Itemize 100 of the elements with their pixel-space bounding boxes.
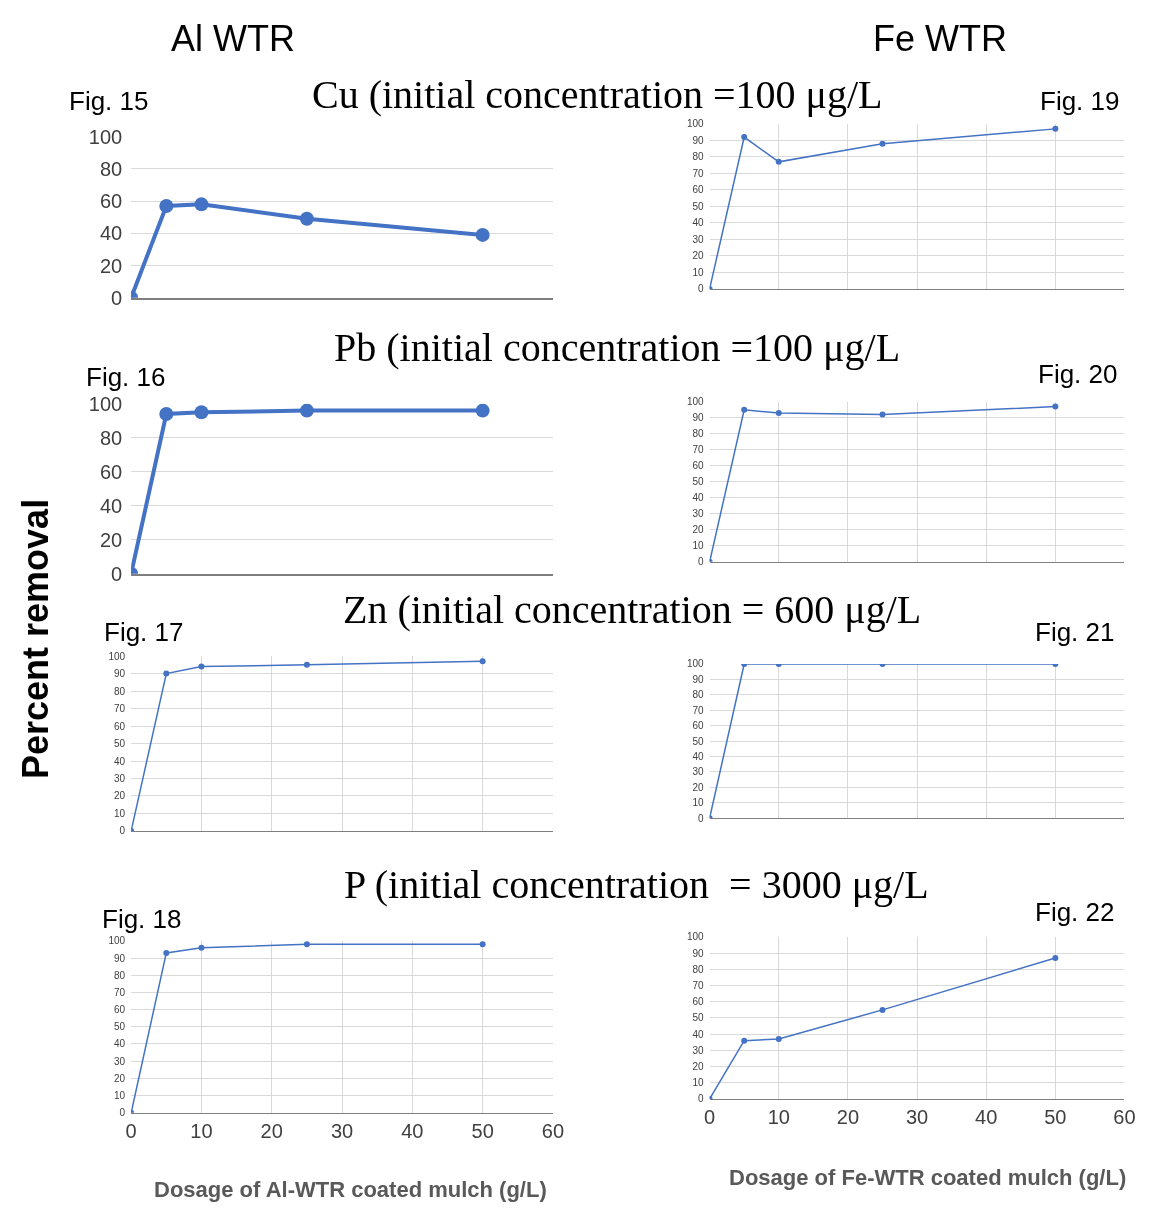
y-tick-label: 50 xyxy=(114,738,126,750)
y-tick-label: 40 xyxy=(692,217,705,229)
y-tick-label: 50 xyxy=(114,1021,126,1033)
point xyxy=(299,211,314,226)
y-tick-label: 20 xyxy=(692,1061,705,1073)
y-tick-label: 100 xyxy=(108,935,126,947)
y-tick-label: 0 xyxy=(111,286,123,309)
point xyxy=(479,941,486,948)
y-tick-label: 70 xyxy=(114,986,126,998)
point xyxy=(303,661,310,668)
x-tick-label: 40 xyxy=(975,1105,998,1128)
point xyxy=(741,406,748,413)
x-tick-label: 40 xyxy=(401,1119,424,1142)
y-tick-label: 100 xyxy=(686,118,705,130)
y-tick-label: 80 xyxy=(692,689,705,701)
point xyxy=(475,227,490,242)
point xyxy=(299,403,314,418)
chart-title: Fig. 21 xyxy=(1035,617,1115,647)
y-tick-label: 60 xyxy=(692,720,705,732)
y-tick-label: 90 xyxy=(692,673,705,685)
point xyxy=(479,658,486,665)
chart-subtitle: Cu (initial concentration =100 μg/L xyxy=(312,72,883,117)
y-tick-label: 100 xyxy=(686,658,705,670)
y-tick-label: 40 xyxy=(692,1028,705,1040)
y-tick-label: 60 xyxy=(99,190,123,213)
y-tick-label: 40 xyxy=(99,222,123,245)
point xyxy=(159,406,174,421)
y-tick-label: 80 xyxy=(114,969,126,981)
point xyxy=(1052,125,1059,132)
chart-title: Fig. 22 xyxy=(1035,897,1115,927)
point xyxy=(775,1036,782,1043)
y-tick-label: 80 xyxy=(114,685,126,697)
y-tick-label: 80 xyxy=(692,963,705,975)
x-tick-label: 10 xyxy=(767,1105,790,1128)
y-tick-label: 10 xyxy=(692,1077,705,1089)
y-tick-label: 100 xyxy=(88,125,123,148)
y-tick-label: 20 xyxy=(114,1072,126,1084)
point xyxy=(163,670,170,677)
text: P (initial concentration = 3000 μg/L xyxy=(344,862,929,907)
y-tick-label: 70 xyxy=(692,167,705,179)
y-tick-label: 10 xyxy=(114,807,126,819)
y-tick-label: 30 xyxy=(692,766,705,778)
y-tick-label: 20 xyxy=(99,254,123,277)
y-tick-label: 100 xyxy=(686,931,705,943)
y-tick-label: 30 xyxy=(692,233,705,245)
y-tick-label: 70 xyxy=(692,980,705,992)
x-tick-label: 20 xyxy=(836,1105,860,1128)
y-tick-label: 0 xyxy=(698,556,705,568)
y-tick-label: 40 xyxy=(99,494,123,517)
point xyxy=(198,944,205,951)
y-tick-label: 30 xyxy=(114,772,126,784)
y-tick-label: 70 xyxy=(114,703,126,715)
point xyxy=(475,403,490,418)
x-tick-label: 30 xyxy=(330,1119,354,1142)
x-tick-label: 50 xyxy=(1044,1105,1067,1128)
y-tick-label: 30 xyxy=(692,508,705,520)
y-tick-label: 50 xyxy=(692,476,705,488)
point xyxy=(1052,403,1059,410)
x-tick-label: 20 xyxy=(260,1119,283,1142)
y-tick-label: 20 xyxy=(692,781,705,793)
y-tick-label: 60 xyxy=(692,996,705,1008)
y-tick-label: 70 xyxy=(692,704,705,716)
chart-title: Fig. 16 xyxy=(86,362,166,392)
y-tick-label: 30 xyxy=(114,1055,126,1067)
y-tick-label: 20 xyxy=(692,524,705,536)
point xyxy=(198,663,205,670)
y-tick-label: 0 xyxy=(119,825,126,837)
point xyxy=(775,158,782,165)
x-axis-title: Dosage of Fe-WTR coated mulch (g/L) xyxy=(729,1165,1127,1190)
y-tick-label: 10 xyxy=(692,797,705,809)
y-tick-label: 10 xyxy=(692,266,705,278)
y-tick-label: 60 xyxy=(692,184,705,196)
point xyxy=(163,949,170,956)
y-tick-label: 50 xyxy=(692,1012,705,1024)
y-tick-label: 40 xyxy=(114,755,126,767)
y-tick-label: 80 xyxy=(99,426,123,449)
x-tick-label: 60 xyxy=(1113,1105,1136,1128)
y-tick-label: 50 xyxy=(692,735,705,747)
y-tick-label: 90 xyxy=(114,668,126,680)
y-tick-label: 40 xyxy=(692,750,705,762)
point xyxy=(775,410,782,417)
y-tick-label: 70 xyxy=(692,444,705,456)
y-tick-label: 60 xyxy=(99,460,123,483)
y-tick-label: 10 xyxy=(692,540,705,552)
point xyxy=(159,198,174,213)
y-tick-label: 40 xyxy=(692,492,705,504)
point xyxy=(1052,955,1059,962)
point xyxy=(741,1037,748,1044)
y-tick-label: 90 xyxy=(692,947,705,959)
point xyxy=(194,405,209,420)
text: Al WTR xyxy=(171,18,295,59)
chart-title: Fig. 20 xyxy=(1038,359,1118,389)
y-tick-label: 80 xyxy=(692,151,705,163)
y-axis-title: Percent removal xyxy=(15,498,57,779)
x-tick-label: 60 xyxy=(541,1119,565,1142)
y-tick-label: 0 xyxy=(698,1093,705,1105)
point xyxy=(194,197,209,212)
x-tick-label: 10 xyxy=(190,1119,213,1142)
y-tick-label: 90 xyxy=(692,412,705,424)
y-tick-label: 60 xyxy=(114,1004,126,1016)
